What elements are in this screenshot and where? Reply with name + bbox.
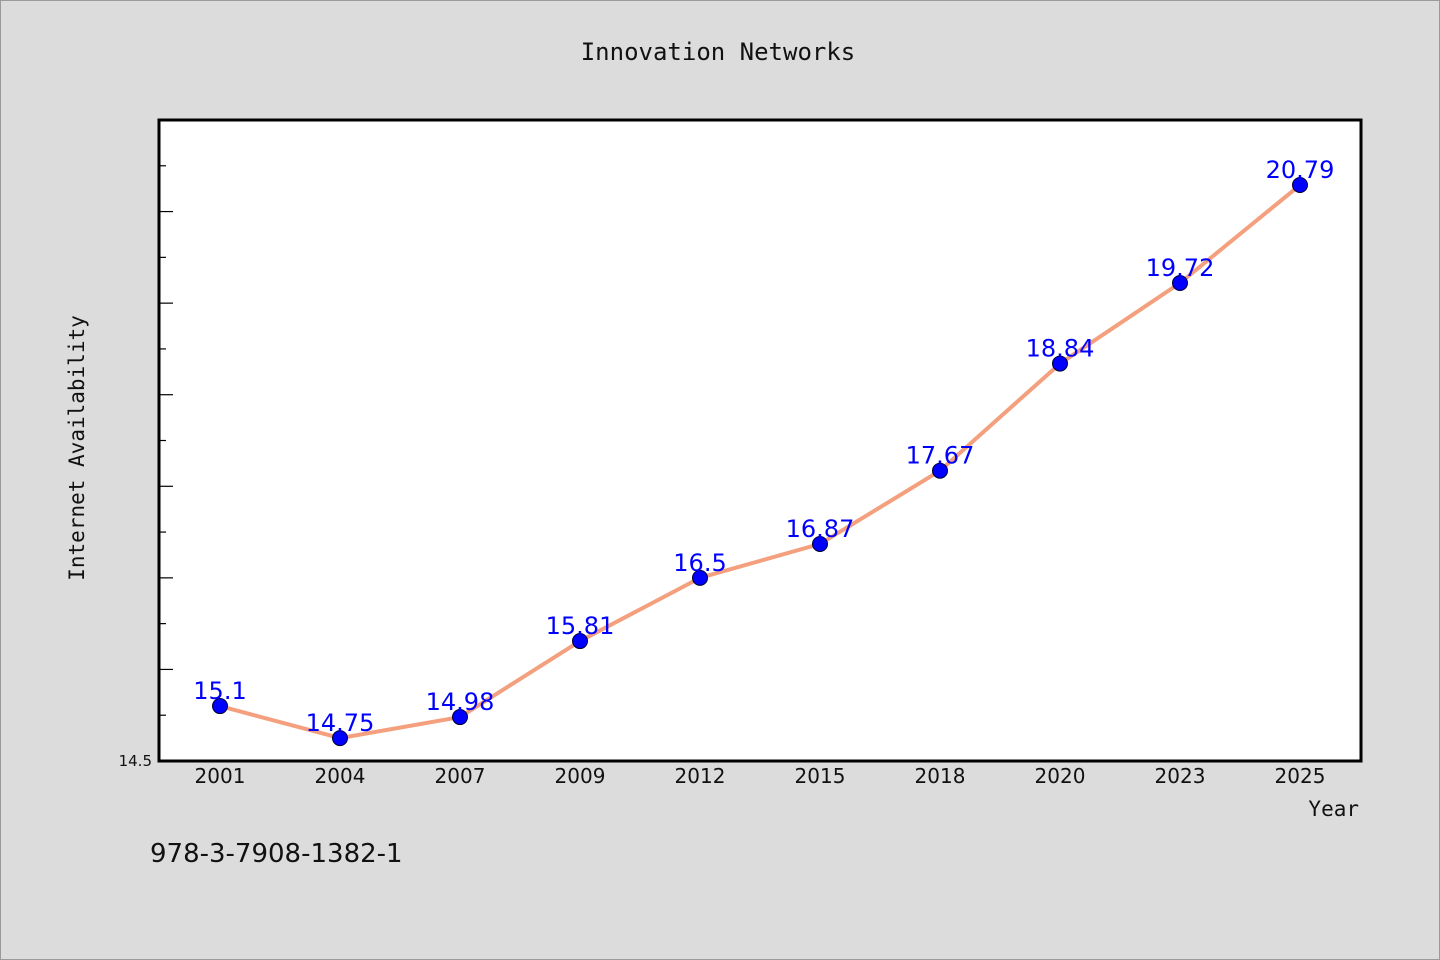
data-point (452, 709, 468, 726)
data-point (1172, 274, 1188, 291)
data-label: 20.79 (1266, 156, 1335, 184)
data-label: 15.81 (546, 612, 615, 640)
data-label: 16.5 (673, 549, 726, 577)
x-axis-label: Year (1308, 797, 1359, 821)
data-label: 14.98 (426, 688, 495, 716)
x-tick-label: 2015 (795, 764, 846, 788)
y-tick-label: 14.5 (119, 752, 152, 770)
x-tick-label: 2025 (1275, 764, 1326, 788)
x-axis-tick-labels: 2001 2004 2007 2009 2012 2015 2018 2020 2023 2025 (195, 764, 1326, 788)
y-axis-label: Internet Availability (65, 315, 89, 581)
data-point (572, 633, 588, 650)
x-tick-label: 2020 (1035, 764, 1086, 788)
data-point (1052, 355, 1068, 372)
data-label: 14.75 (306, 709, 375, 737)
x-tick-label: 2018 (915, 764, 966, 788)
x-tick-label: 2009 (555, 764, 606, 788)
data-label: 16.87 (786, 515, 855, 543)
x-tick-label: 2001 (195, 764, 246, 788)
data-point (812, 535, 828, 552)
isbn-footer-text: 978-3-7908-1382-1 (150, 839, 403, 869)
x-tick-label: 2004 (315, 764, 366, 788)
data-point (1292, 177, 1308, 194)
y-axis-ticks (159, 165, 173, 716)
data-label: 17.67 (906, 442, 975, 470)
data-label: 15.1 (193, 677, 246, 705)
series-markers (212, 177, 1308, 747)
data-point (212, 698, 228, 715)
data-labels: 15.1 14.75 14.98 15.81 16.5 16.87 17.67 18.84 19… (193, 156, 1334, 737)
x-tick-label: 2012 (675, 764, 726, 788)
x-tick-label: 2023 (1155, 764, 1206, 788)
data-point (692, 569, 708, 586)
data-label: 19.72 (1146, 254, 1215, 282)
plot-area (157, 118, 1363, 763)
series-line (218, 183, 1302, 741)
data-point (932, 462, 948, 479)
data-point (332, 730, 348, 747)
x-tick-label: 2007 (435, 764, 486, 788)
data-label: 18.84 (1026, 335, 1095, 363)
chart-title: Innovation Networks (581, 38, 856, 66)
